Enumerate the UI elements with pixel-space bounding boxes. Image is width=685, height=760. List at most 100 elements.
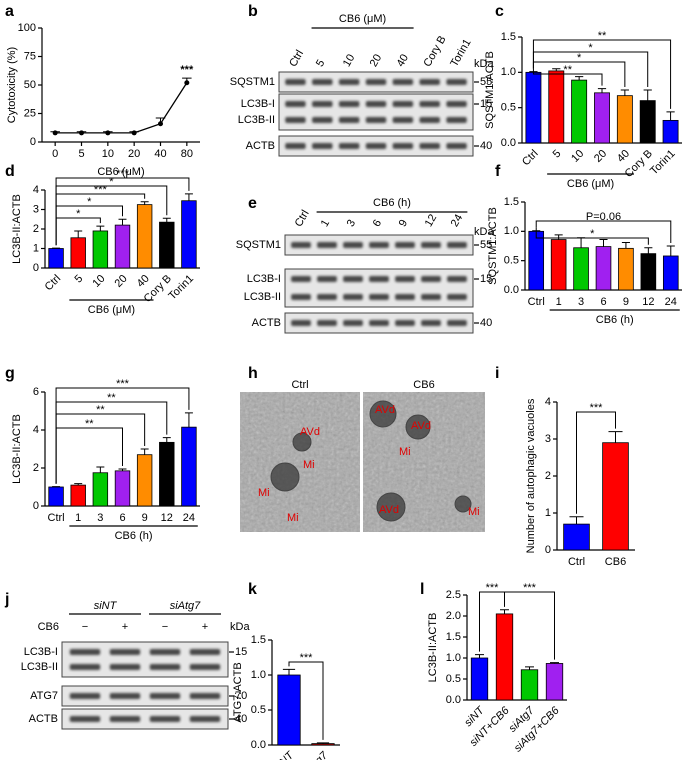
x-tick-label: 0 (52, 148, 58, 160)
band (69, 693, 101, 699)
row-label: LC3B-II (238, 114, 275, 126)
band (109, 649, 141, 655)
error-bar (96, 466, 105, 473)
y-tick-label: 2 (33, 462, 39, 474)
group-label: CB6 (μM) (88, 304, 135, 316)
x-tick-label: 5 (73, 273, 86, 286)
band (189, 664, 221, 670)
significance-bracket (532, 68, 603, 86)
row-label: ACTB (29, 713, 58, 725)
error-bar (118, 218, 127, 226)
lane-label: Ctrl (293, 208, 312, 229)
y-tick-label: 0.0 (251, 739, 266, 751)
y-axis-label: LC3B-II:ACTB (11, 414, 23, 484)
y-tick-label: 0.5 (446, 673, 461, 685)
y-tick-label: 75 (24, 50, 36, 62)
structure-label: Mi (287, 512, 299, 524)
y-tick-label: 25 (24, 107, 36, 119)
y-tick-label: 1.0 (504, 225, 519, 237)
vacuole (376, 492, 406, 522)
band (291, 276, 311, 282)
significance-label: * (109, 176, 114, 188)
bar (595, 246, 612, 291)
x-tick-label: Ctrl (43, 273, 64, 294)
row-label: LC3B-II (244, 291, 281, 303)
y-tick-label: 0.0 (501, 137, 516, 149)
error-bar (103, 131, 113, 133)
x-tick-label: 40 (135, 273, 152, 290)
error-bar (475, 654, 484, 658)
band (365, 101, 387, 107)
bar (311, 743, 335, 746)
band (69, 649, 101, 655)
band (69, 664, 101, 670)
annotation: *** (180, 64, 194, 76)
significance-label: *** (116, 168, 130, 180)
blot-membrane (284, 268, 474, 308)
y-tick-label: 100 (18, 22, 36, 34)
error-bar (608, 431, 623, 443)
blot-membrane (278, 93, 474, 131)
error-bar (525, 666, 534, 670)
band (395, 276, 415, 282)
band (291, 294, 311, 300)
lane-label: 5 (314, 58, 327, 69)
band (447, 276, 467, 282)
marker-label: 15 (480, 98, 492, 110)
band (149, 716, 181, 722)
bar (495, 613, 514, 701)
error-bar (643, 89, 652, 101)
significance-label: * (590, 228, 595, 240)
y-tick-label: 6 (33, 386, 39, 398)
lane-label: 24 (449, 212, 466, 229)
band (189, 716, 221, 722)
y-tick-label: 3 (33, 203, 39, 215)
significance-bracket (55, 205, 123, 246)
lane-label: + (122, 621, 128, 633)
y-axis-label: SQSTM1:ACTB (487, 207, 499, 285)
x-tick-label: 3 (97, 512, 103, 524)
bar (181, 426, 197, 507)
bar (618, 247, 634, 291)
x-axis-label: CB6 (μM) (97, 166, 144, 178)
panel-letter: k (248, 581, 257, 598)
bar (159, 441, 175, 507)
group-label: siAtg7 (170, 600, 201, 612)
x-tick-label: Ctrl (520, 148, 541, 169)
error-bar (140, 201, 149, 205)
error-bar (621, 241, 630, 249)
band (365, 79, 387, 85)
y-tick-label: 2 (33, 223, 39, 235)
error-bar (162, 437, 171, 443)
bar (92, 230, 109, 269)
x-tick-label: 12 (161, 512, 173, 524)
band (317, 276, 337, 282)
band (109, 693, 141, 699)
significance-label: * (76, 208, 81, 220)
x-tick-label: 6 (600, 296, 606, 308)
error-bar (140, 448, 149, 455)
x-tick-label: 20 (128, 148, 140, 160)
y-tick-label: 1.5 (446, 631, 461, 643)
error-bar (666, 111, 675, 121)
lane-label: Cory B (421, 34, 448, 69)
error-bar (569, 516, 584, 525)
band (369, 294, 389, 300)
row-label: SQSTM1 (236, 239, 281, 251)
structure-label: Mi (303, 459, 315, 471)
structure-label: AVd (375, 404, 395, 416)
bar (662, 119, 679, 144)
y-axis-label: ATG7:ACTB (232, 662, 244, 722)
error-bar (554, 234, 563, 240)
significance-bracket (532, 51, 649, 87)
panel-letter: i (495, 365, 499, 382)
x-tick-label: Torin1 (166, 273, 196, 303)
panel-letter: c (495, 3, 504, 20)
band (149, 693, 181, 699)
lane-label: 20 (368, 52, 385, 69)
y-axis-label: Cytotoxicity (%) (6, 47, 18, 123)
x-tick-label: Ctrl (48, 512, 65, 524)
group-label: CB6 (h) (373, 197, 411, 209)
band (343, 276, 363, 282)
line (55, 82, 188, 134)
